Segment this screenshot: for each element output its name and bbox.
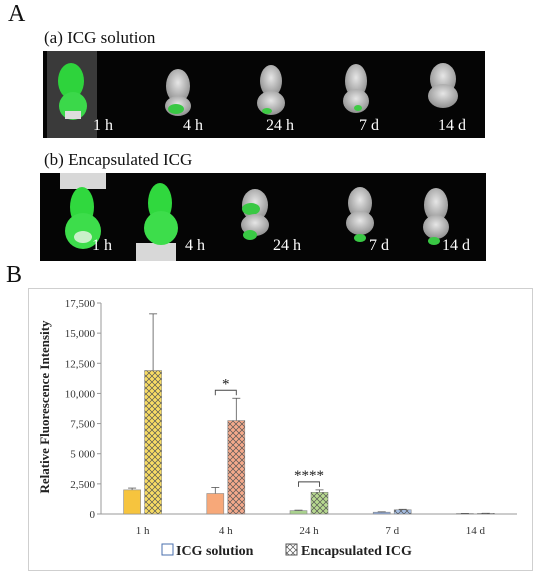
bar-hatch: [227, 420, 245, 514]
x-tick-label: 14 d: [466, 525, 486, 537]
chart-bars: *****: [123, 313, 495, 515]
chart-legend: ICG solution Encapsulated ICG: [161, 543, 412, 559]
y-tick-label: 15,000: [65, 328, 96, 340]
y-tick-label: 2,500: [70, 479, 95, 491]
time-label-a-4: 14 d: [438, 117, 466, 134]
image-strip-icg-solution: 1 h 4 h 24 h 7 d 14 d: [43, 51, 485, 138]
row-b-title: (b) Encapsulated ICG: [44, 150, 193, 169]
time-label-a-2: 24 h: [266, 117, 294, 134]
y-tick-label: 17,500: [65, 298, 96, 310]
x-tick-label: 1 h: [136, 525, 150, 537]
brain-image-b-14d: [423, 188, 449, 245]
time-label-b-3: 7 d: [369, 237, 389, 254]
y-tick-label: 12,500: [65, 358, 96, 370]
bar: [123, 489, 141, 515]
brain-image-b-24h: [241, 189, 269, 240]
brain-image-b-4h: [144, 183, 178, 245]
y-tick-label: 0: [90, 509, 96, 521]
time-label-b-4: 14 d: [442, 237, 470, 254]
x-tick-label: 4 h: [219, 525, 233, 537]
chart-axes: 0 2,500 5 000 7,500 10,000 12,500 15,000 17,500…: [65, 298, 517, 537]
bar-chart-svg: Relative Fluorescence Intensity 0 2,500 5 …: [37, 298, 517, 559]
bar-hatch: [311, 492, 328, 514]
brain-image-b-7d: [346, 187, 374, 242]
time-label-a-0: 1 h: [93, 117, 113, 134]
bar-hatch: [477, 513, 495, 514]
time-label-b-0: 1 h: [92, 237, 112, 254]
significance-label: *: [222, 376, 230, 392]
bar: [289, 510, 308, 515]
significance-bracket: [298, 481, 320, 487]
time-label-a-3: 7 d: [359, 117, 379, 134]
brain-image-a-4h: [165, 69, 191, 116]
y-tick-label: 10,000: [65, 388, 96, 400]
legend-label-icg-solution: ICG solution: [176, 544, 254, 559]
brain-image-a-1h: [58, 63, 87, 120]
bar-hatch: [394, 509, 412, 514]
brain-image-b-1h: [65, 187, 101, 249]
significance-bracket: [214, 389, 237, 396]
legend-label-encapsulated-icg: Encapsulated ICG: [301, 544, 412, 559]
row-a-title: (a) ICG solution: [44, 28, 156, 47]
significance-label: ****: [294, 468, 324, 484]
time-label-a-1: 4 h: [183, 117, 203, 134]
legend-swatch-icg-solution: [161, 543, 174, 556]
bar: [372, 511, 391, 515]
y-axis-label: Relative Fluorescence Intensity: [37, 320, 52, 494]
legend-swatch-hatch: [286, 544, 297, 555]
brain-image-a-7d: [343, 64, 369, 113]
y-tick-label: 5 000: [70, 449, 95, 461]
image-strip-encapsulated-icg: 1 h 4 h 24 h 7 d 14 d: [40, 173, 486, 261]
x-tick-label: 24 h: [299, 525, 319, 537]
y-tick-label: 7,500: [70, 419, 95, 431]
bar-chart: Relative Fluorescence Intensity 0 2,500 5 …: [28, 288, 533, 571]
time-label-b-1: 4 h: [185, 237, 205, 254]
panel-a-letter: A: [8, 1, 26, 27]
brain-image-a-14d: [428, 63, 458, 108]
panel-b-letter: B: [6, 262, 23, 288]
x-tick-label: 7 d: [385, 525, 399, 537]
brain-image-a-24h: [257, 65, 285, 115]
time-label-b-2: 24 h: [273, 237, 301, 254]
bar-hatch: [144, 370, 162, 514]
bar: [206, 493, 225, 515]
